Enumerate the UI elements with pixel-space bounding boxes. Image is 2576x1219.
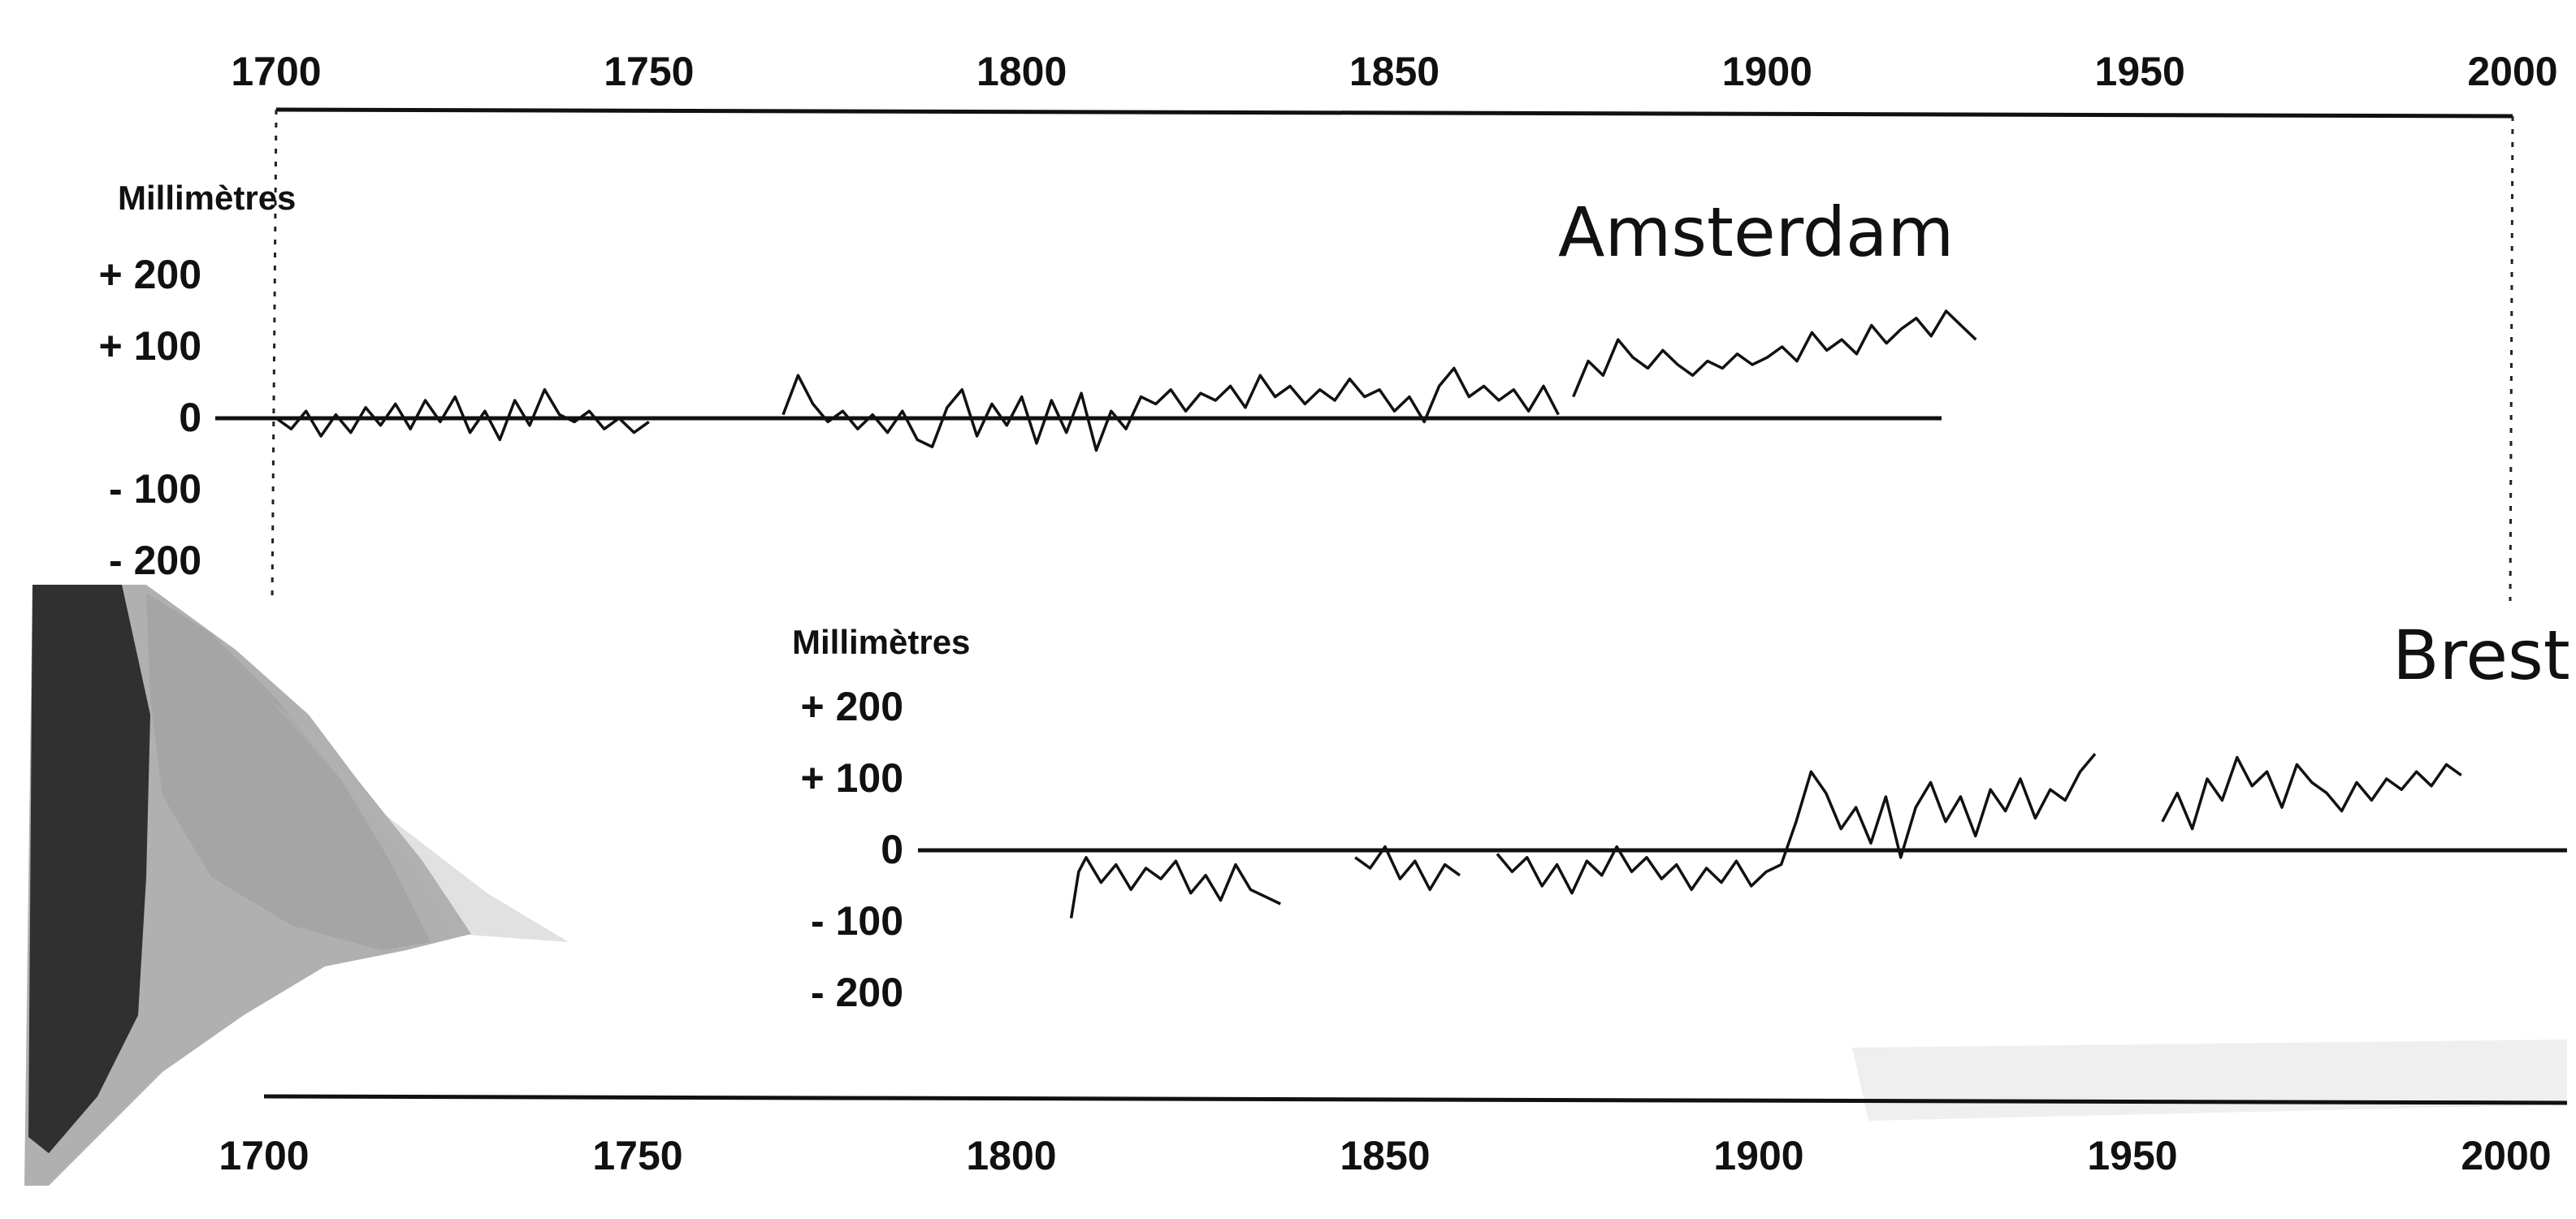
x-tick-label: 1700: [219, 1133, 309, 1178]
amsterdam-series-segment-3: [1572, 309, 1977, 398]
y-tick-label: + 200: [98, 252, 201, 297]
amsterdam-y-tick-labels: + 200 + 100 0 - 100 - 200: [98, 252, 201, 583]
x-tick-label: 1900: [1722, 49, 1812, 94]
brest-series-segment-4: [2161, 755, 2462, 831]
bottom-x-tick-labels: 1700 1750 1800 1850 1900 1950 2000: [219, 1133, 2551, 1178]
brest-series: [1069, 753, 2462, 919]
amsterdam-unit-label: Millimètres: [118, 179, 296, 217]
x-tick-label: 1950: [2095, 49, 2185, 94]
x-tick-label: 1700: [231, 49, 321, 94]
brest-title: Brest: [2392, 616, 2570, 695]
top-x-axis-line: [275, 107, 2513, 119]
bottom-x-axis-line: [263, 1094, 2568, 1105]
x-tick-label: 2000: [2467, 49, 2557, 94]
top-x-tick-labels: 1700 1750 1800 1850 1900 1950 2000: [231, 49, 2557, 94]
amsterdam-series-segment-1: [275, 388, 650, 442]
x-tick-label: 1900: [1713, 1133, 1803, 1178]
brest-series-segment-3: [1496, 753, 2097, 895]
left-dashed-border: [271, 109, 278, 602]
right-dashed-border: [2509, 115, 2514, 602]
y-tick-label: 0: [179, 395, 201, 440]
y-tick-label: - 100: [109, 466, 201, 512]
x-tick-label: 1950: [2087, 1133, 2177, 1178]
x-tick-label: 1750: [592, 1133, 682, 1178]
y-tick-label: + 100: [800, 755, 903, 801]
y-tick-label: + 200: [800, 684, 903, 729]
y-tick-label: + 100: [98, 323, 201, 369]
x-tick-label: 1800: [976, 49, 1067, 94]
amsterdam-title: Amsterdam: [1558, 192, 1954, 272]
y-tick-label: - 200: [811, 970, 903, 1015]
y-tick-label: - 100: [811, 898, 903, 944]
amsterdam-series-segment-2: [781, 366, 1560, 452]
x-tick-label: 1750: [604, 49, 694, 94]
brest-unit-label: Millimètres: [792, 623, 970, 661]
amsterdam-series: [275, 309, 1977, 452]
brest-panel: 1700 1750 1800 1850 1900 1950 2000 Millimètres…: [219, 616, 2570, 1178]
y-tick-label: 0: [881, 827, 903, 872]
x-tick-label: 1850: [1340, 1133, 1430, 1178]
x-tick-label: 1850: [1349, 49, 1440, 94]
brest-series-segment-2: [1354, 845, 1461, 892]
brest-series-segment-1: [1069, 856, 1281, 919]
brest-y-tick-labels: + 200 + 100 0 - 100 - 200: [800, 684, 903, 1015]
amsterdam-panel: 1700 1750 1800 1850 1900 1950 2000 Millimètres…: [98, 49, 2558, 602]
y-tick-label: - 200: [109, 538, 201, 583]
x-tick-label: 2000: [2461, 1133, 2551, 1178]
x-tick-label: 1800: [966, 1133, 1056, 1178]
